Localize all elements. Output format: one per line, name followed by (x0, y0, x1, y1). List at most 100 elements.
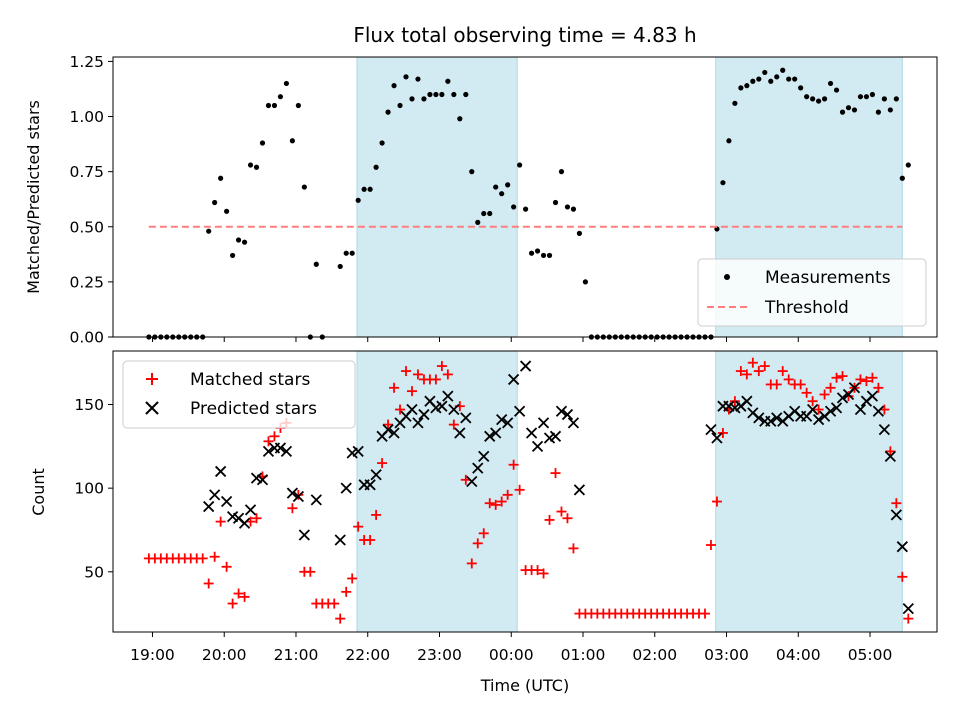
measurements-point (439, 91, 445, 98)
bot-x-tick-label: 23:00 (417, 646, 462, 664)
measurements-point (833, 87, 840, 93)
matched-stars-point (377, 458, 388, 469)
measurements-point (349, 250, 355, 256)
measurements-point (863, 94, 870, 100)
measurements-point (558, 169, 565, 175)
predicted-stars-point (448, 403, 460, 416)
matched-stars-point (430, 374, 441, 385)
measurements-point (827, 80, 834, 87)
predicted-stars-point (854, 403, 867, 416)
bot-x-tick-label: 22:00 (345, 646, 390, 664)
predicted-stars-point (209, 489, 221, 501)
measurements-point (224, 208, 230, 214)
measurements-point (869, 91, 876, 98)
matched-stars-point (819, 389, 830, 400)
matched-stars-point (717, 427, 728, 438)
measurements-point (511, 204, 517, 210)
measurements-point (289, 138, 295, 144)
legend-measurements-marker (724, 274, 730, 280)
measurements-point (385, 109, 391, 115)
matched-stars-point (735, 366, 746, 377)
matched-stars-point (341, 586, 352, 597)
top-panel: 0.00 0.25 0.50 0.75 1.00 1.25 Matched/Predict… (24, 53, 938, 347)
measurements-point (528, 250, 535, 256)
matched-stars-point (466, 558, 477, 569)
predicted-stars-point (214, 465, 227, 478)
matched-stars-point (239, 591, 250, 602)
measurements-point (361, 186, 367, 192)
measurements-point (253, 164, 260, 170)
matched-stars-point (699, 608, 710, 619)
predicted-stars-point (292, 490, 305, 503)
matched-stars-point (251, 513, 262, 524)
matched-stars-point (371, 509, 382, 520)
predicted-stars-point (741, 395, 753, 407)
measurements-point (839, 109, 846, 115)
matched-stars-point (287, 503, 298, 514)
measurements-point (301, 184, 307, 190)
matched-stars-point (197, 553, 208, 564)
measurements-point (409, 96, 415, 102)
bot-y-tick-label: 100 (74, 480, 104, 498)
predicted-stars-point (830, 402, 843, 414)
matched-stars-point (562, 513, 573, 524)
matched-stars-point (891, 498, 902, 509)
matched-stars-point (209, 551, 220, 562)
measurements-point (522, 206, 529, 212)
predicted-stars-point (490, 427, 502, 439)
matched-stars-point (490, 499, 501, 510)
measurements-point (816, 98, 822, 104)
measurements-point (212, 199, 218, 206)
top-y-tick-label: 1.25 (69, 53, 104, 71)
bottom-x-axis-title: Time (UTC) (480, 676, 569, 695)
measurements-point (379, 140, 385, 146)
matched-stars-point (335, 613, 346, 624)
matched-stars-point (203, 578, 214, 589)
predicted-stars-point (256, 474, 269, 486)
measurements-point (421, 96, 427, 102)
bot-x-tick-label: 20:00 (202, 646, 247, 664)
predicted-stars-point (244, 504, 257, 516)
predicted-stars-point (753, 412, 765, 424)
measurements-point (505, 182, 511, 188)
matched-stars-point (395, 404, 406, 415)
measurements-point (487, 210, 493, 217)
predicted-stars-point (203, 500, 215, 513)
predicted-stars-point (310, 494, 322, 506)
matched-stars-point (227, 598, 238, 609)
matched-stars-point (747, 357, 758, 368)
measurements-point (762, 69, 768, 76)
matched-stars-point (502, 489, 513, 500)
measurements-point (337, 263, 343, 270)
predicted-stars-point (549, 430, 562, 442)
matched-stars-point (873, 382, 884, 393)
predicted-stars-point (705, 423, 717, 436)
measurements-point (851, 107, 858, 113)
top-x-axis (151, 337, 871, 342)
measurements-point (738, 85, 744, 91)
measurements-point (744, 83, 750, 89)
predicted-stars-point (508, 373, 520, 386)
top-plot-frame (112, 56, 938, 338)
measurements-point (235, 237, 242, 243)
matched-stars-point (795, 379, 806, 390)
predicted-stars-point (340, 482, 352, 494)
measurements-point (893, 96, 899, 102)
measurements-point (391, 83, 397, 89)
predicted-stars-point (866, 390, 879, 402)
predicted-stars-point (878, 423, 891, 436)
measurements-point (534, 248, 541, 254)
measurements-point (271, 102, 278, 109)
predicted-stars-point (274, 442, 287, 454)
matched-stars-point (496, 496, 507, 507)
legend-threshold-label: Threshold (764, 298, 849, 318)
matched-stars-point (550, 468, 561, 479)
measurements-point (247, 162, 254, 168)
measurements-point (427, 91, 433, 98)
measurements-point (481, 210, 487, 217)
measurements-point (313, 261, 319, 267)
predicted-stars-point (872, 405, 885, 417)
matched-stars-point (329, 598, 340, 609)
top-y-tick-label: 1.00 (69, 108, 104, 126)
measurements-point (821, 96, 828, 102)
